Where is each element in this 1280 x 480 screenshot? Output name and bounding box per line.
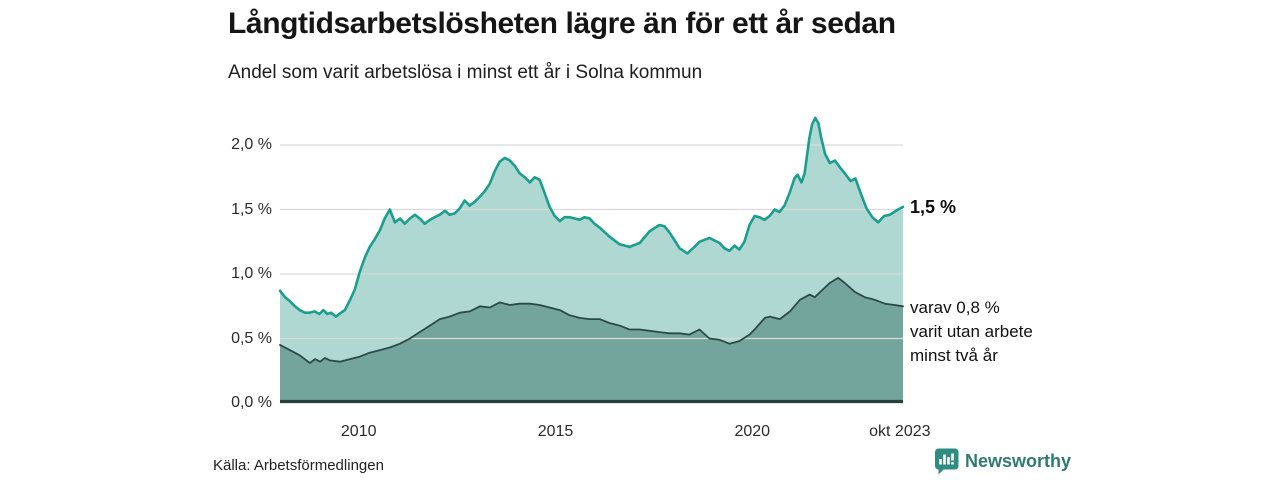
newsworthy-bubble-chart-icon	[934, 448, 959, 475]
page-title: Långtidsarbetslösheten lägre än för ett …	[228, 7, 896, 40]
annotation-line-2: varit utan arbete	[910, 322, 1033, 341]
y-tick-label: 0,5 %	[231, 329, 272, 347]
area-fill-series-2	[280, 277, 903, 403]
series-total-value-label: 1,5 %	[910, 197, 957, 217]
line-series-2	[279, 277, 904, 364]
x-tick-label: 2015	[537, 423, 574, 440]
x-tick-label: 2010	[340, 423, 377, 440]
x-tick-label: okt 2023	[869, 423, 931, 440]
x-tick-label: 2020	[734, 423, 771, 440]
newsworthy-logo[interactable]: Newsworthy	[934, 448, 1071, 475]
y-tick-label: 0,0 %	[231, 394, 272, 411]
y-tick-label: 1,5 %	[231, 200, 272, 218]
series-subset-annotation: varav 0,8 % varit utan arbete minst två …	[910, 296, 1033, 368]
annotation-line-3: minst två år	[910, 346, 998, 365]
source-attribution: Källa: Arbetsförmedlingen	[213, 457, 384, 474]
y-tick-label: 1,0 %	[231, 265, 272, 282]
line-series-1	[278, 116, 905, 318]
annotation-line-1: varav 0,8 %	[910, 298, 1000, 317]
chart-subtitle: Andel som varit arbetslösa i minst ett å…	[228, 62, 703, 83]
y-tick-label: 2,0 %	[231, 136, 272, 153]
newsworthy-wordmark: Newsworthy	[965, 451, 1072, 471]
